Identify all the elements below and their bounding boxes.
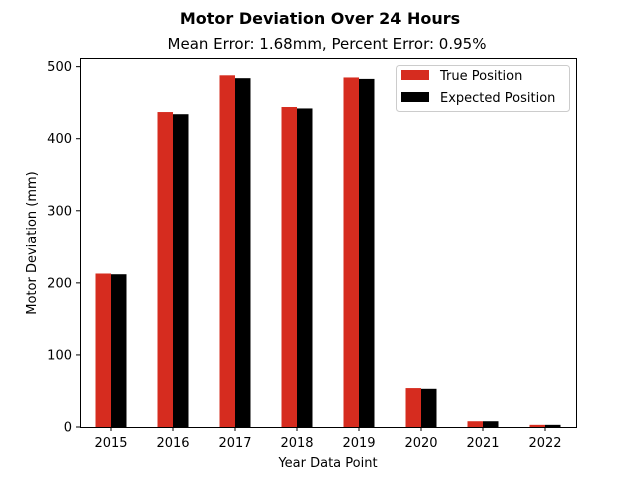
bar-true-position-2019 — [343, 77, 359, 428]
x-tick-label: 2015 — [94, 436, 127, 451]
y-tick-label: 200 — [47, 276, 72, 291]
legend-swatch-expected-position — [401, 92, 429, 102]
y-tick-label: 400 — [47, 132, 72, 147]
bar-true-position-2021 — [467, 421, 483, 427]
bar-expected-position-2019 — [359, 78, 375, 428]
bar-expected-position-2022 — [545, 424, 561, 427]
bar-true-position-2016 — [157, 112, 173, 428]
legend: True Position Expected Position — [396, 65, 570, 112]
x-tick-label: 2021 — [466, 436, 499, 451]
y-tick-label: 100 — [47, 348, 72, 363]
chart-title: Motor Deviation Over 24 Hours — [180, 9, 460, 28]
legend-label-expected-position: Expected Position — [440, 91, 555, 106]
x-tick-label: 2018 — [280, 436, 313, 451]
x-axis-ticks: 2015 2016 2017 2018 2019 2020 2021 2022 — [94, 427, 562, 451]
bar-expected-position-2016 — [173, 114, 189, 428]
x-tick-label: 2020 — [404, 436, 437, 451]
bar-true-position-2018 — [281, 107, 297, 427]
y-axis-ticks: 0 100 200 300 400 500 — [47, 60, 80, 436]
bar-expected-position-2017 — [235, 78, 251, 428]
y-axis-label: Motor Deviation (mm) — [25, 171, 40, 314]
bar-expected-position-2021 — [483, 421, 499, 427]
x-tick-label: 2017 — [218, 436, 251, 451]
y-tick-label: 500 — [47, 60, 72, 75]
x-tick-label: 2019 — [342, 436, 375, 451]
legend-swatch-true-position — [401, 70, 429, 80]
bars-group — [95, 75, 561, 428]
x-axis-label: Year Data Point — [277, 456, 377, 471]
legend-label-true-position: True Position — [439, 69, 522, 84]
bar-expected-position-2015 — [111, 274, 127, 427]
bar-true-position-2022 — [529, 424, 545, 427]
bar-expected-position-2018 — [297, 108, 313, 427]
y-tick-label: 0 — [64, 421, 72, 436]
legend-box — [396, 65, 570, 112]
chart-subtitle: Mean Error: 1.68mm, Percent Error: 0.95% — [168, 35, 487, 53]
x-tick-label: 2022 — [528, 436, 561, 451]
bar-true-position-2015 — [95, 273, 111, 427]
x-tick-label: 2016 — [156, 436, 189, 451]
plot-frame — [80, 58, 577, 428]
bar-true-position-2020 — [405, 388, 421, 427]
y-tick-label: 300 — [47, 204, 72, 219]
bar-expected-position-2020 — [421, 388, 437, 427]
bar-true-position-2017 — [219, 75, 235, 428]
